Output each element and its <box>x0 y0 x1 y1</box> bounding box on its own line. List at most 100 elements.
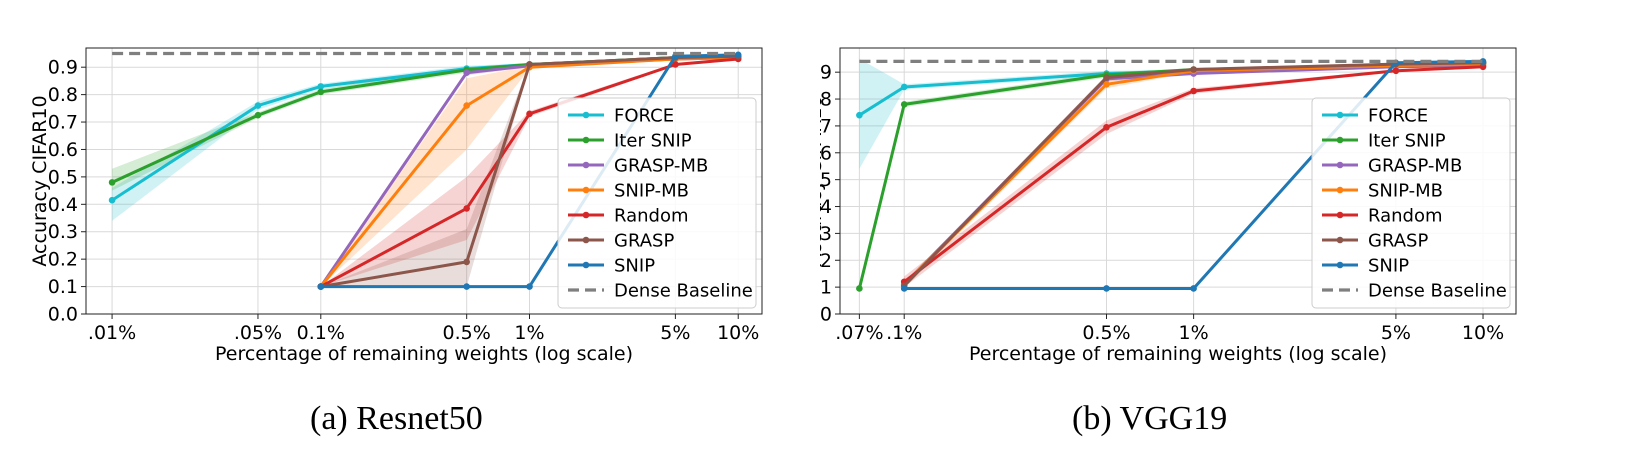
legend-marker <box>1336 236 1344 244</box>
y-tick-label: 0.1 <box>48 276 78 298</box>
legend-item-grasp: GRASP <box>568 231 674 252</box>
legend-marker <box>582 236 590 244</box>
legend: FORCE Iter SNIP GRASP-MB SNIP-MB Random GRASP… <box>1311 97 1511 309</box>
legend-marker <box>582 186 590 194</box>
y-tick-label: 0.1 <box>820 277 832 299</box>
data-point-grasp <box>526 61 533 68</box>
legend-label: Random <box>1368 206 1443 227</box>
plot-frame <box>85 47 763 315</box>
legend-marker <box>582 111 590 119</box>
y-tick-label: 0.4 <box>48 194 78 216</box>
legend-marker <box>582 136 590 144</box>
axes: 0.0 0.1 0.2 0.3 0.4 0.5 0.6 0.7 0.8 0.9 .07%.1% 0.5… <box>820 62 1504 344</box>
legend-label: SNIP-MB <box>614 181 689 202</box>
grid <box>86 48 762 315</box>
data-point-grasp <box>463 258 470 266</box>
x-tick-label: .07% <box>835 322 883 344</box>
legend-marker <box>1336 111 1344 119</box>
y-tick-label: 0.5 <box>48 166 78 188</box>
legend-label: Random <box>614 206 689 227</box>
x-tick-label: 10% <box>717 322 759 344</box>
legend-item-snip-mb: SNIP-MB <box>1322 181 1443 202</box>
legend-label: Dense Baseline <box>614 281 753 302</box>
legend-marker <box>582 211 590 219</box>
legend-box <box>1311 97 1511 309</box>
data-point-random <box>1103 123 1110 131</box>
y-tick-label: 0.6 <box>820 142 832 164</box>
data-point-force <box>108 196 116 204</box>
legend-label: FORCE <box>1368 106 1428 127</box>
data-point-grasp <box>1190 66 1197 73</box>
legend-item-dense-baseline: Dense Baseline <box>568 281 753 302</box>
y-tick-label: 0.4 <box>820 196 832 218</box>
data-point-iter-snip <box>254 111 262 119</box>
data-point-grasp <box>1103 74 1110 81</box>
data-point-snip <box>1479 58 1487 65</box>
legend-item-snip-mb: SNIP-MB <box>568 181 689 202</box>
x-tick-label: .1% <box>886 322 922 344</box>
chart-vgg19: 0.0 0.1 0.2 0.3 0.4 0.5 0.6 0.7 0.8 0.9 .07%.1% 0.5… <box>820 47 1517 365</box>
data-point-snip <box>1190 285 1197 292</box>
data-point-snip-mb <box>1103 80 1110 88</box>
legend-marker <box>1336 186 1344 194</box>
data-point-snip <box>900 285 908 292</box>
data-point-iter-snip <box>317 88 325 96</box>
data-point-force <box>254 102 262 109</box>
legend-item-grasp: GRASP <box>1322 231 1428 252</box>
legend-item-iter-snip: Iter SNIP <box>568 131 692 152</box>
x-tick-label: 5% <box>1381 322 1411 344</box>
y-tick-label: 0.6 <box>48 139 78 161</box>
series-lines <box>856 58 1487 292</box>
legend-marker <box>582 261 590 269</box>
y-axis-label: Accuracy CIFAR10 <box>820 95 826 266</box>
y-tick-label: 0.2 <box>820 250 832 272</box>
series-lines <box>108 51 742 290</box>
legend-item-random: Random <box>568 206 689 227</box>
data-point-force <box>900 83 908 91</box>
legend-marker <box>1336 211 1344 219</box>
y-tick-label: 0.8 <box>48 84 78 106</box>
legend-marker <box>582 161 590 169</box>
band-snip-mb <box>320 56 739 287</box>
data-point-iter-snip <box>856 285 863 292</box>
caption-resnet50: (a) Resnet50 <box>310 400 483 437</box>
x-tick-label: .05% <box>234 322 282 344</box>
plot-frame <box>839 47 1517 315</box>
data-point-random <box>1190 87 1197 95</box>
y-tick-label: 0.0 <box>820 304 832 326</box>
legend-label: Iter SNIP <box>1368 131 1446 152</box>
data-point-snip <box>317 283 325 290</box>
legend-label: SNIP <box>614 256 655 277</box>
legend-label: GRASP-MB <box>614 156 708 177</box>
legend-marker <box>1336 261 1344 269</box>
data-point-random <box>526 110 533 118</box>
x-tick-label: 0.1% <box>297 322 345 344</box>
data-point-snip <box>526 283 533 290</box>
data-point-force <box>856 111 863 119</box>
y-tick-label: 0.3 <box>48 221 78 243</box>
x-tick-label: .01% <box>88 322 136 344</box>
data-point-snip <box>734 51 742 59</box>
y-tick-label: 0.7 <box>48 112 78 134</box>
chart-resnet50: 0.0 0.1 0.2 0.3 0.4 0.5 0.6 0.7 0.8 0.9 .01% .05% 0.… <box>29 47 763 365</box>
legend-label: GRASP <box>1368 231 1428 252</box>
y-tick-label: 0.5 <box>820 169 832 191</box>
chart-panel-resnet50: 0.0 0.1 0.2 0.3 0.4 0.5 0.6 0.7 0.8 0.9 .01% .05% 0.… <box>29 47 763 437</box>
data-point-random <box>463 205 470 212</box>
legend: FORCE Iter SNIP GRASP-MB SNIP-MB Random GRASP… <box>557 97 757 309</box>
y-axis-label: Accuracy CIFAR10 <box>29 95 51 266</box>
data-point-random <box>1392 67 1400 75</box>
data-point-snip-mb <box>463 102 470 109</box>
legend-label: Iter SNIP <box>614 131 692 152</box>
legend-label: GRASP-MB <box>1368 156 1462 177</box>
legend-marker <box>1336 136 1344 144</box>
y-tick-label: 0.3 <box>820 223 832 245</box>
data-point-snip <box>1103 285 1110 292</box>
data-point-iter-snip <box>900 101 908 108</box>
x-tick-label: 1% <box>514 322 544 344</box>
legend-label: GRASP <box>614 231 674 252</box>
legend-label: SNIP <box>1368 256 1409 277</box>
legend-item-force: FORCE <box>568 106 674 127</box>
data-point-random <box>672 61 679 68</box>
y-tick-label: 0.2 <box>48 249 78 271</box>
